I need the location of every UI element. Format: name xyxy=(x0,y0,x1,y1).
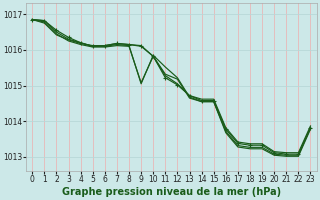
X-axis label: Graphe pression niveau de la mer (hPa): Graphe pression niveau de la mer (hPa) xyxy=(62,187,281,197)
